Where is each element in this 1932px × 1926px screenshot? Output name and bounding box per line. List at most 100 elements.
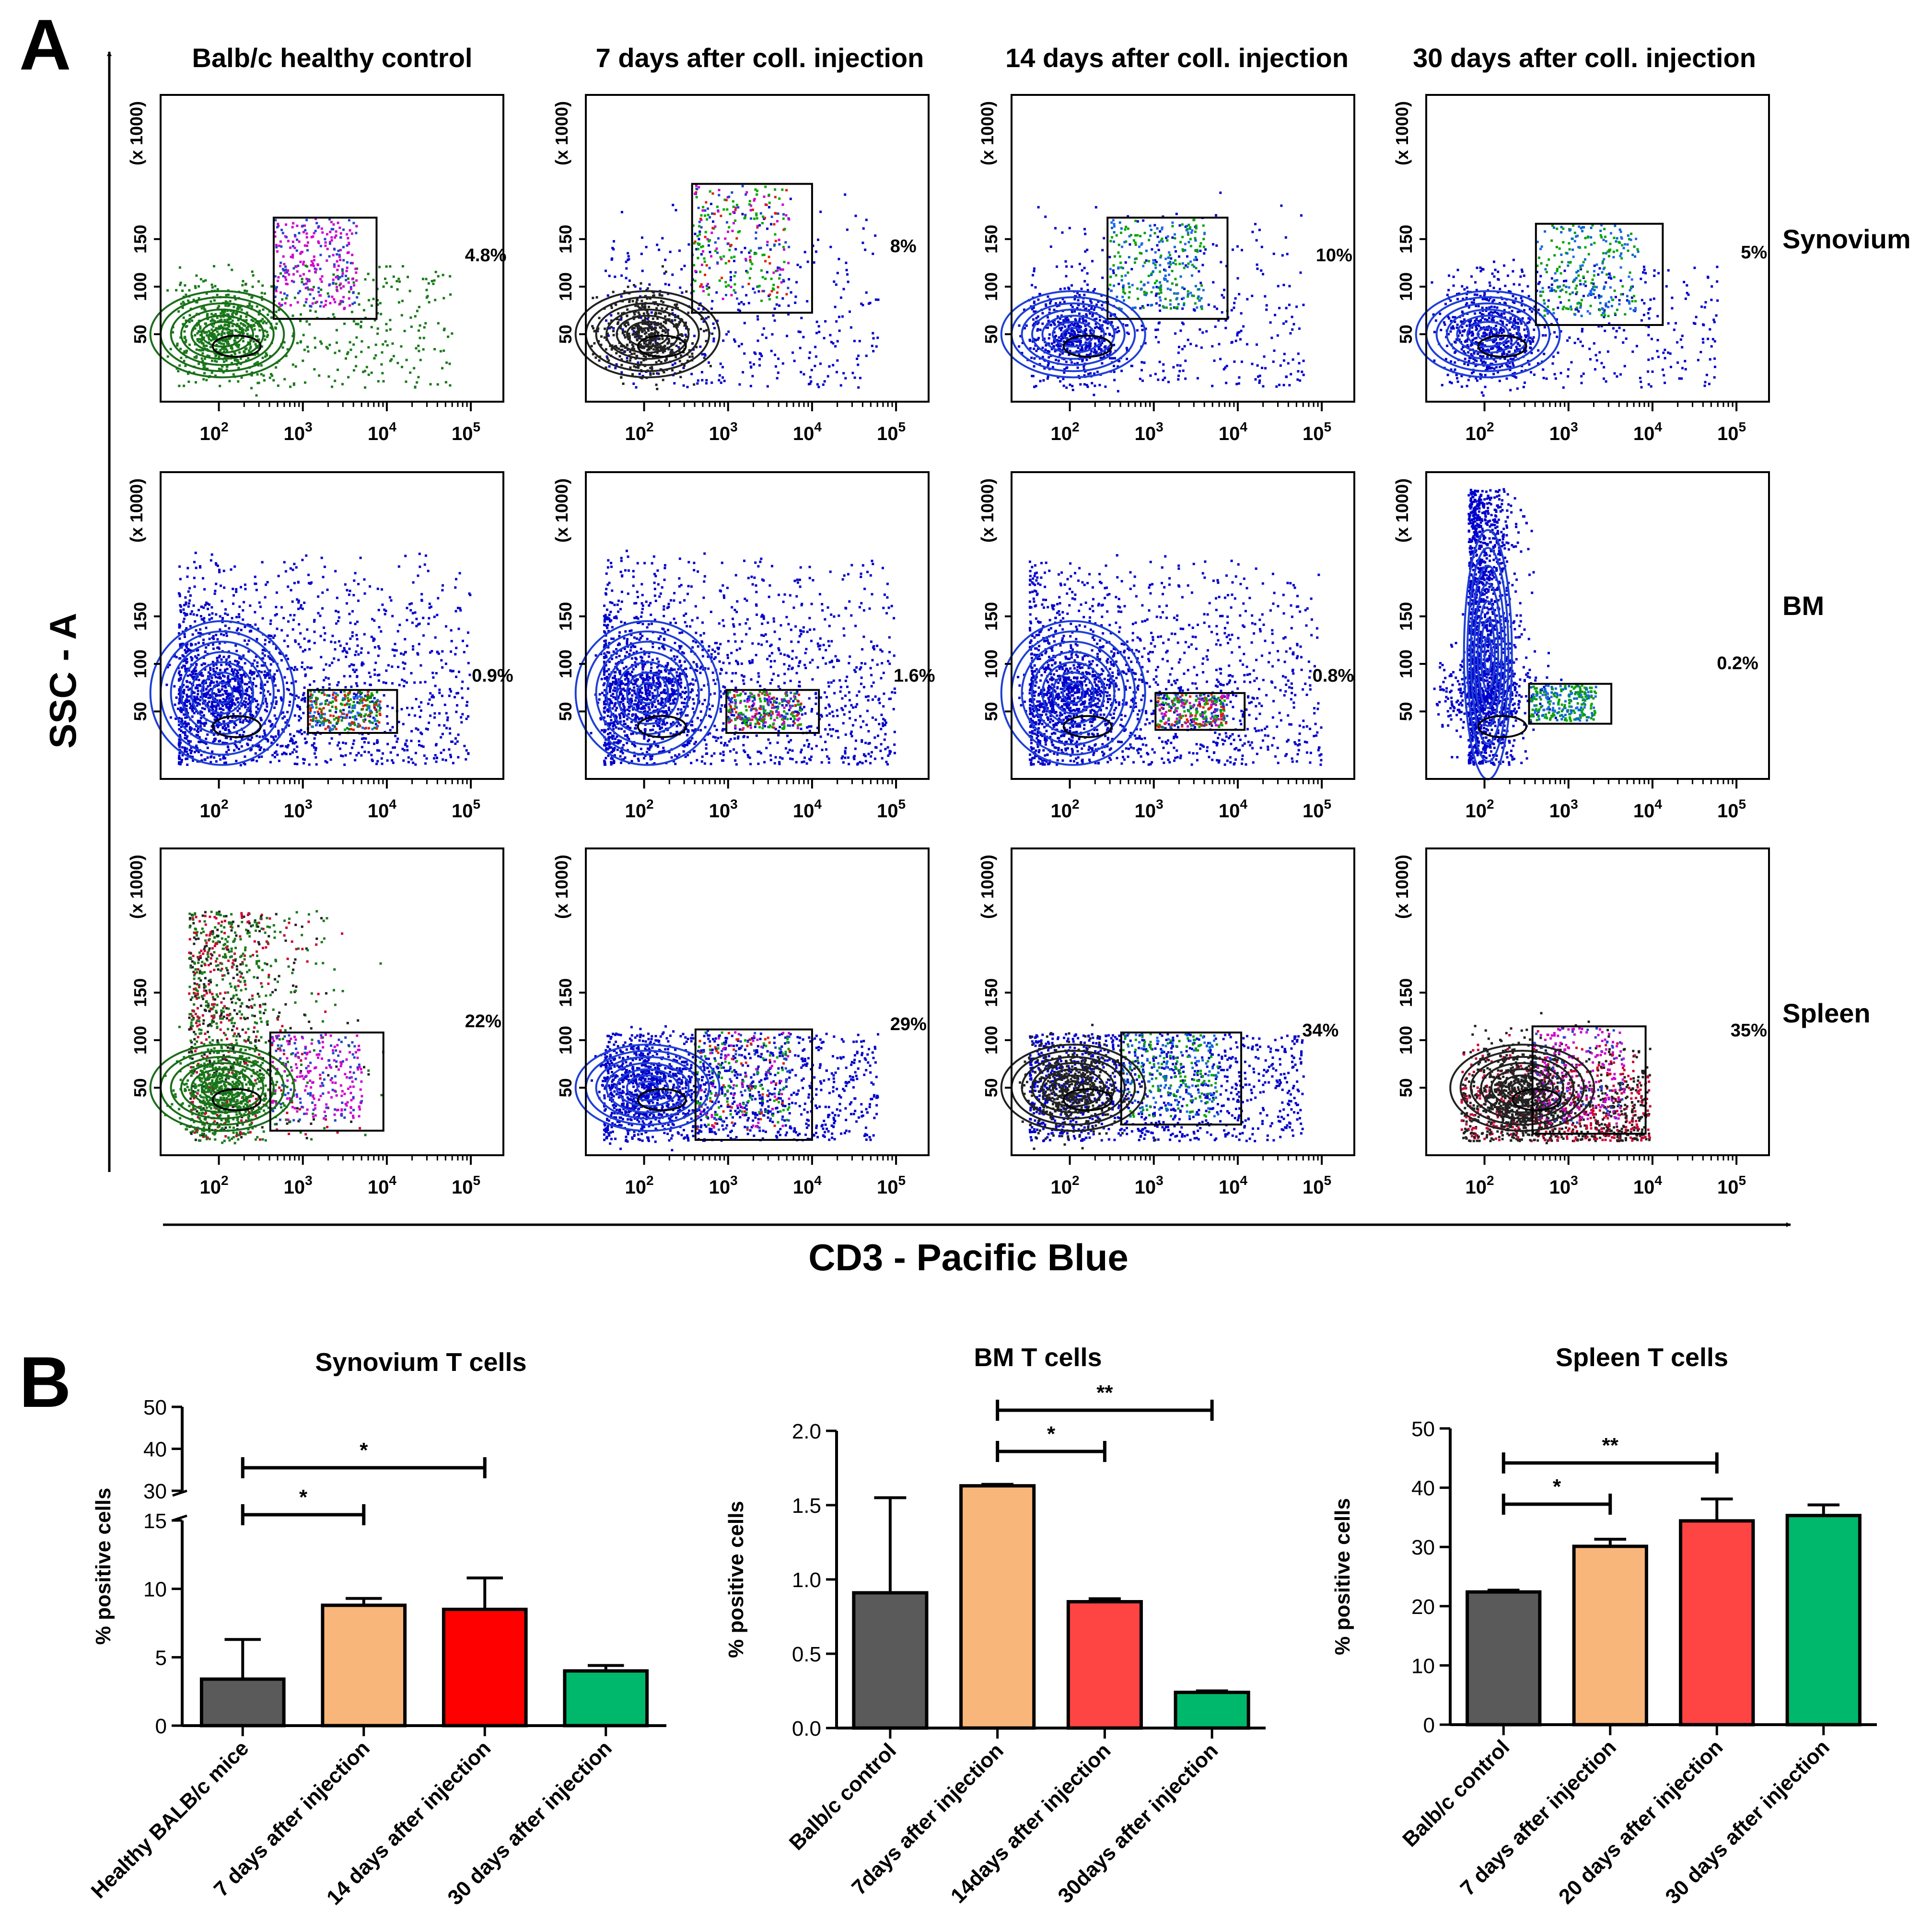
flow-dots (1431, 224, 1719, 397)
flow-plot-frame (585, 94, 930, 403)
y-unit-label: (x 1000) (552, 101, 571, 165)
y-tick-label: 15 (143, 1509, 167, 1533)
y-tick-label: 50 (130, 702, 150, 721)
x-tick-label: 102 (200, 1173, 229, 1198)
y-tick-label: 150 (130, 602, 150, 631)
x-tick-label: 102 (1051, 797, 1080, 822)
y-unit-label: (x 1000) (1392, 101, 1412, 165)
bar (1679, 1519, 1755, 1727)
x-tick-label: 103 (1135, 797, 1164, 822)
row-label-synovium: Synovium (1782, 224, 1911, 254)
bar (1572, 1544, 1648, 1727)
flow-plot-frame (160, 471, 504, 780)
y-tick-label: 1.0 (792, 1568, 821, 1592)
y-tick-label: 50 (556, 1078, 575, 1097)
y-tick-label: 50 (981, 325, 1001, 344)
y-tick-label: 0.0 (792, 1717, 821, 1740)
flow-plot-frame (1425, 471, 1770, 780)
x-tick-label: 105 (1303, 797, 1331, 822)
x-tick-label: 103 (1549, 419, 1578, 444)
gate-box (691, 183, 813, 314)
gate-percentage: 4.8% (465, 245, 507, 266)
x-tick-label: 105 (1717, 1173, 1746, 1198)
gate-box (694, 1028, 813, 1141)
axis-break-mark (172, 1489, 187, 1497)
x-tick-label: 105 (452, 419, 480, 444)
gate-box (307, 689, 398, 734)
gate-percentage: 0.9% (472, 666, 513, 686)
y-tick-label: 50 (130, 325, 150, 344)
x-tick-label: 102 (1466, 419, 1494, 444)
bar (1174, 1691, 1250, 1730)
x-tick-label: 103 (284, 797, 313, 822)
x-tick-label: 104 (368, 1173, 397, 1198)
column-title-30days: 30 days after coll. injection (1413, 43, 1756, 73)
y-unit-label: (x 1000) (978, 855, 997, 919)
y-tick-label: 50 (1411, 1417, 1435, 1441)
flow-contours (1000, 1044, 1146, 1132)
flow-plots-grid: 4.8% (x 1000) 50 100 150 102 103 104 105 8% (x 100… (127, 94, 1770, 1198)
flow-dots (590, 549, 896, 766)
bar (1066, 1600, 1143, 1730)
bar (1785, 1514, 1862, 1727)
y-tick-label: 100 (130, 650, 150, 678)
bar-chart-2: Spleen T cells % positive cells 0 10 20 30 40 5… (1331, 1343, 1877, 1909)
flow-plot-bm-1: 1.6% (x 1000) 50 100 150 102 103 104 105 (552, 471, 935, 822)
flow-plot-bm-2: 0.8% (x 1000) 50 100 150 102 103 104 105 (978, 471, 1355, 822)
x-tick-label: Balb/c control (785, 1739, 901, 1855)
y-tick-label: 50 (981, 1078, 1001, 1097)
chart-title: Spleen T cells (1556, 1343, 1728, 1372)
x-tick-label: 103 (1549, 797, 1578, 822)
y-tick-label: 0 (1423, 1714, 1435, 1737)
y-axis-label: % positive cells (1331, 1498, 1354, 1655)
bar (321, 1603, 407, 1728)
flow-contours (574, 290, 721, 379)
x-tick-label: 104 (1633, 797, 1663, 822)
flow-plot-spleen-1: 29% (x 1000) 50 100 150 102 103 104 105 (552, 847, 930, 1198)
panel-a-y-axis-title: SSC - A (42, 613, 84, 748)
significance-label: * (360, 1439, 368, 1462)
flow-plot-synovium-3: 5% (x 1000) 50 100 150 102 103 104 105 (1392, 94, 1770, 444)
y-tick-label: 100 (556, 272, 575, 301)
x-tick-label: 104 (1219, 419, 1248, 444)
flow-dots (1460, 1012, 1652, 1145)
x-tick-label: 102 (200, 797, 229, 822)
gate-percentage: 8% (890, 236, 917, 256)
y-tick-label: 100 (981, 1026, 1001, 1055)
flow-plot-frame (160, 847, 504, 1156)
gate-box (725, 689, 820, 734)
significance-label: ** (1602, 1434, 1619, 1457)
x-tick-label: 105 (877, 797, 906, 822)
x-tick-label: 102 (1466, 1173, 1494, 1198)
x-tick-label: 103 (284, 419, 313, 444)
column-title-healthy: Balb/c healthy control (192, 43, 473, 73)
x-tick-label: 104 (1219, 1173, 1248, 1198)
flow-plot-synovium-1: 8% (x 1000) 50 100 150 102 103 104 105 (552, 94, 930, 444)
gate-box (1531, 1025, 1647, 1135)
flow-plot-spleen-0: 22% (x 1000) 50 100 150 102 103 104 105 (127, 847, 504, 1198)
y-tick-label: 150 (981, 602, 1001, 631)
gate-box (1528, 683, 1613, 725)
x-tick-label: 103 (709, 797, 738, 822)
y-tick-label: 40 (143, 1438, 167, 1462)
y-tick-label: 100 (1396, 1026, 1416, 1055)
y-tick-label: 150 (130, 225, 150, 254)
x-tick-label: 103 (1135, 419, 1164, 444)
y-tick-label: 150 (1396, 225, 1416, 254)
y-unit-label: (x 1000) (552, 478, 571, 543)
flow-contours (1415, 290, 1561, 379)
flow-plot-bm-0: 0.9% (x 1000) 50 100 150 102 103 104 105 (127, 471, 513, 822)
y-tick-label: 50 (1396, 1078, 1416, 1097)
x-tick-label: 105 (1303, 1173, 1331, 1198)
y-unit-label: (x 1000) (1392, 478, 1412, 543)
y-unit-label: (x 1000) (552, 855, 571, 919)
y-tick-label: 30 (1411, 1536, 1435, 1559)
y-axis-label: % positive cells (92, 1488, 115, 1645)
y-tick-label: 150 (130, 978, 150, 1007)
y-tick-label: 150 (981, 978, 1001, 1007)
y-unit-label: (x 1000) (1392, 855, 1412, 919)
y-tick-label: 40 (1411, 1477, 1435, 1500)
flow-plot-spleen-2: 34% (x 1000) 50 100 150 102 103 104 105 (978, 847, 1355, 1198)
x-tick-label: 102 (625, 1173, 654, 1198)
